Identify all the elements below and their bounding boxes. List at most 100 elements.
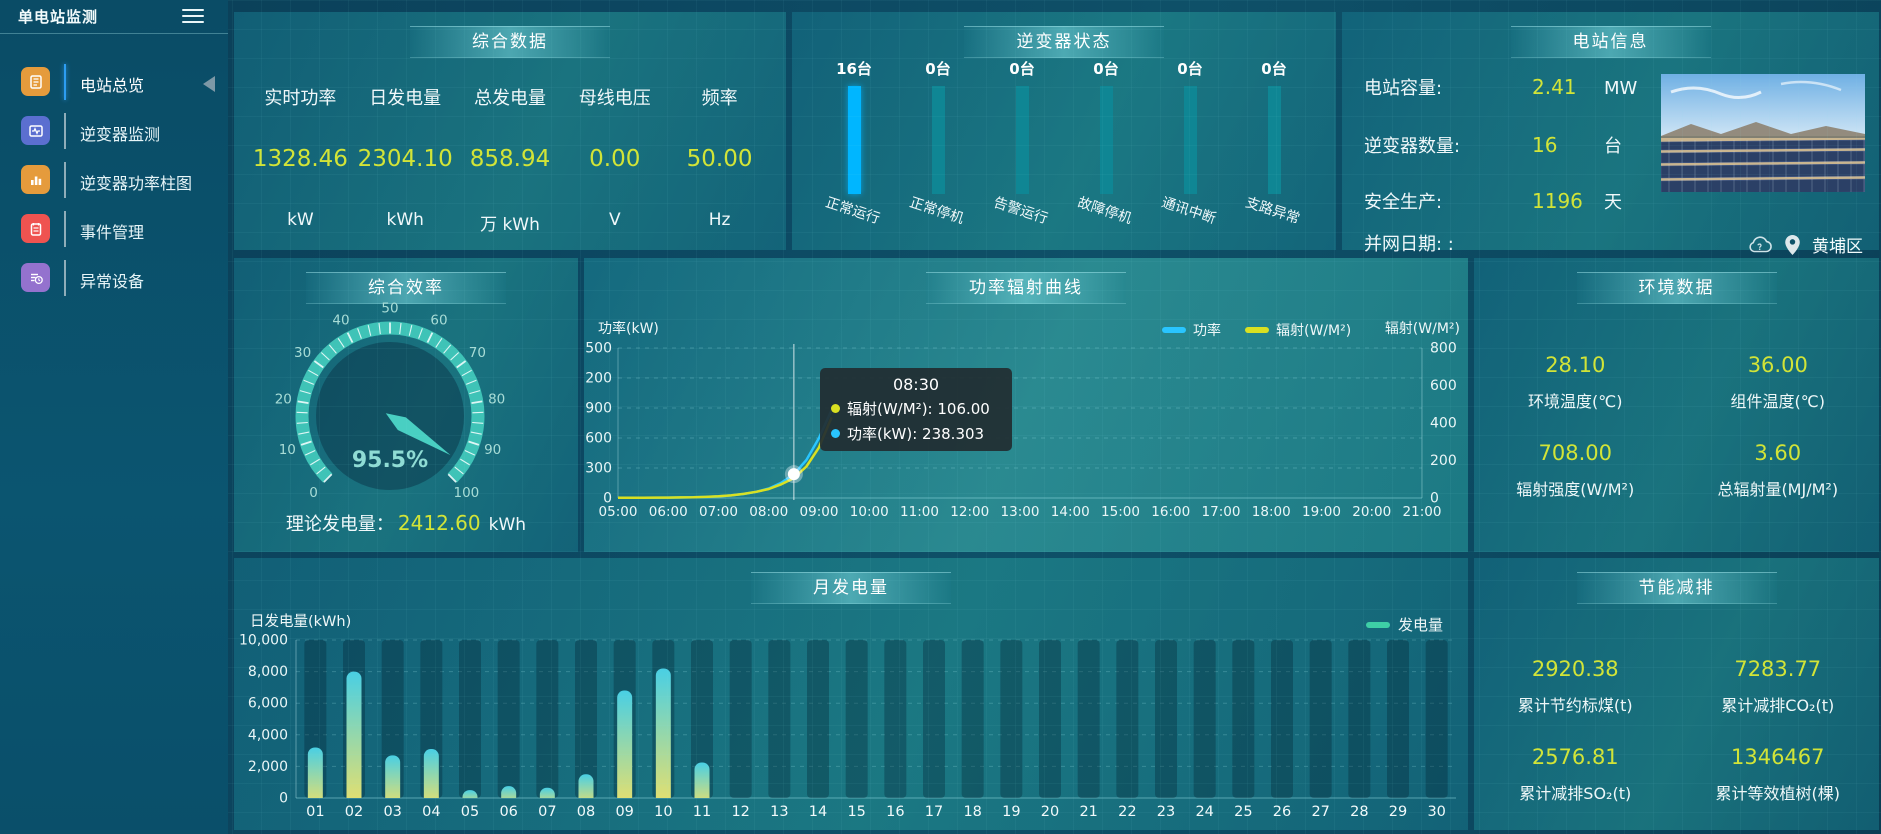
info-label: 并网日期: :: [1364, 234, 1454, 255]
legend-marker: [1366, 621, 1390, 628]
theory-value: 2412.60: [397, 511, 481, 535]
svg-text:20: 20: [275, 392, 292, 408]
svg-text:27: 27: [1311, 804, 1329, 820]
info-unit: 天: [1604, 192, 1622, 213]
svg-text:06: 06: [499, 804, 517, 820]
svg-text:0: 0: [1430, 491, 1439, 507]
status-category-label: 告警运行: [991, 194, 1050, 228]
panel-power-radiation-curve: 功率辐射曲线 功率(kW) 辐射(W/M²) 功率 辐射(W/M²) 0 300 60…: [584, 258, 1468, 552]
efficiency-gauge[interactable]: 0 10 20 30 40 50 60 70 80 90 100: [234, 258, 578, 552]
svg-text:10:00: 10:00: [850, 504, 889, 520]
sidebar-collapse-arrow-icon[interactable]: [203, 76, 215, 92]
svg-text:02: 02: [345, 804, 363, 820]
metric-value: 858.94: [469, 146, 551, 172]
svg-text:05:00: 05:00: [599, 504, 638, 520]
sidebar-item-3[interactable]: 逆变器功率柱图: [0, 156, 228, 205]
svg-text:13: 13: [770, 804, 788, 820]
month-axis-name: 日发电量(kWh): [250, 614, 352, 630]
metric-unit: 万 kWh: [480, 215, 540, 235]
info-label: 逆变器数量:: [1364, 136, 1461, 157]
app-title: 单电站监测: [18, 8, 99, 26]
panel-monthly-generation: 月发电量 日发电量(kWh) 发电量 0 2,000 4,000 6,000 8,000…: [234, 558, 1468, 830]
svg-text:12:00: 12:00: [950, 504, 989, 520]
saving-label: 累计等效植树(棵): [1715, 784, 1841, 803]
power-radiation-chart[interactable]: 0 300 600 900 1,200 1,500 0 200 400 600 800 05:00 06…: [584, 258, 1468, 552]
panel-environment-data: 环境数据 28.10 36.00 环境温度(℃) 组件温度(℃) 708.00 3.60 辐…: [1474, 258, 1879, 552]
legend-label: 辐射(W/M²): [1276, 323, 1352, 339]
legend-marker: [1245, 327, 1269, 333]
svg-text:0: 0: [603, 491, 612, 507]
svg-text:10,000: 10,000: [239, 633, 288, 649]
panel-efficiency: 综合效率 0 10 20 30 40 50 60 70 80 90 100 95.5% 理论发电量：…: [234, 258, 578, 552]
svg-text:60: 60: [430, 312, 447, 328]
svg-text:28: 28: [1350, 804, 1368, 820]
inverter-status-column: 0台 故障停机: [1064, 58, 1148, 244]
svg-text:21: 21: [1079, 804, 1097, 820]
panel-summary-data: 综合数据 实时功率 1328.46 kW 日发电量 2304.10 kWh 总发电量 858.…: [234, 12, 786, 250]
svg-text:400: 400: [1430, 416, 1457, 432]
svg-text:14:00: 14:00: [1051, 504, 1090, 520]
panel-title: 电站信息: [1510, 26, 1711, 58]
sidebar-item-label: 电站总览: [80, 76, 145, 95]
svg-text:12: 12: [731, 804, 749, 820]
legend-item[interactable]: 辐射(W/M²): [1245, 320, 1351, 340]
svg-text:90: 90: [484, 442, 501, 458]
metric-unit: Hz: [708, 210, 731, 230]
monthly-generation-chart[interactable]: 0 2,000 4,000 6,000 8,000 10,000 01 02 03 04 05 06 0…: [234, 558, 1468, 830]
svg-text:16: 16: [886, 804, 904, 820]
tooltip-text: 辐射(W/M²): 106.00: [847, 400, 990, 418]
weather-cloud-icon[interactable]: [1747, 236, 1773, 253]
monitor-wave-icon: [21, 116, 50, 145]
svg-text:14: 14: [809, 804, 827, 820]
svg-text:06:00: 06:00: [649, 504, 688, 520]
svg-text:17:00: 17:00: [1202, 504, 1241, 520]
inverter-count-label: 0台: [1261, 60, 1287, 78]
saving-label: 累计减排SO₂(t): [1519, 784, 1632, 803]
hamburger-menu-icon[interactable]: [182, 5, 204, 27]
sidebar-item-4[interactable]: 事件管理: [0, 205, 228, 254]
svg-text:600: 600: [1430, 378, 1457, 394]
svg-text:04: 04: [422, 804, 440, 820]
info-unit: MW: [1604, 78, 1638, 99]
month-legend[interactable]: 发电量: [1366, 614, 1443, 635]
metric-value: 2304.10: [357, 146, 453, 172]
svg-text:18: 18: [963, 804, 981, 820]
station-info-row: 安全生产: 1196 天: [1364, 188, 1674, 214]
inverter-count-label: 0台: [1009, 60, 1035, 78]
environment-grid: 28.10 36.00 环境温度(℃) 组件温度(℃) 708.00 3.60 辐射强度(W…: [1474, 342, 1879, 518]
sidebar-menu: 电站总览逆变器监测逆变器功率柱图事件管理 异常设备: [0, 58, 228, 303]
inverter-count-label: 0台: [1177, 60, 1203, 78]
sidebar-item-label: 逆变器功率柱图: [80, 174, 193, 193]
svg-text:30: 30: [1427, 804, 1445, 820]
metric-label: 总发电量: [473, 88, 546, 109]
svg-text:09:00: 09:00: [800, 504, 839, 520]
tooltip-text: 功率(kW): 238.303: [847, 425, 985, 443]
svg-text:07:00: 07:00: [699, 504, 738, 520]
svg-text:16:00: 16:00: [1151, 504, 1190, 520]
sidebar-item-5[interactable]: 异常设备: [0, 254, 228, 303]
metric-unit: kW: [287, 210, 314, 230]
sidebar-item-2[interactable]: 逆变器监测: [0, 107, 228, 156]
svg-text:26: 26: [1273, 804, 1291, 820]
status-bar: [931, 86, 945, 194]
location-pin-icon[interactable]: [1785, 234, 1800, 255]
environment-label: 辐射强度(W/M²): [1516, 480, 1635, 499]
svg-text:07: 07: [538, 804, 556, 820]
svg-text:23: 23: [1157, 804, 1175, 820]
right-axis-name: 辐射(W/M²): [1384, 321, 1460, 337]
svg-text:11:00: 11:00: [900, 504, 939, 520]
info-label: 安全生产:: [1364, 192, 1443, 213]
theory-label: 理论发电量：: [285, 514, 394, 535]
report-icon: [21, 67, 50, 96]
tooltip-series-dot: [831, 404, 840, 413]
sidebar-item-1[interactable]: 电站总览: [0, 58, 228, 107]
svg-text:19: 19: [1002, 804, 1020, 820]
tooltip-series-dot: [831, 429, 840, 438]
tooltip-line: 辐射(W/M²): 106.00: [831, 398, 1001, 419]
svg-text:40: 40: [332, 312, 349, 328]
legend-item[interactable]: 功率: [1162, 320, 1221, 340]
svg-text:10: 10: [654, 804, 672, 820]
info-value: 1196: [1532, 189, 1583, 213]
curve-legend[interactable]: 功率 辐射(W/M²): [1162, 320, 1351, 340]
info-value: 2.41: [1532, 75, 1577, 99]
